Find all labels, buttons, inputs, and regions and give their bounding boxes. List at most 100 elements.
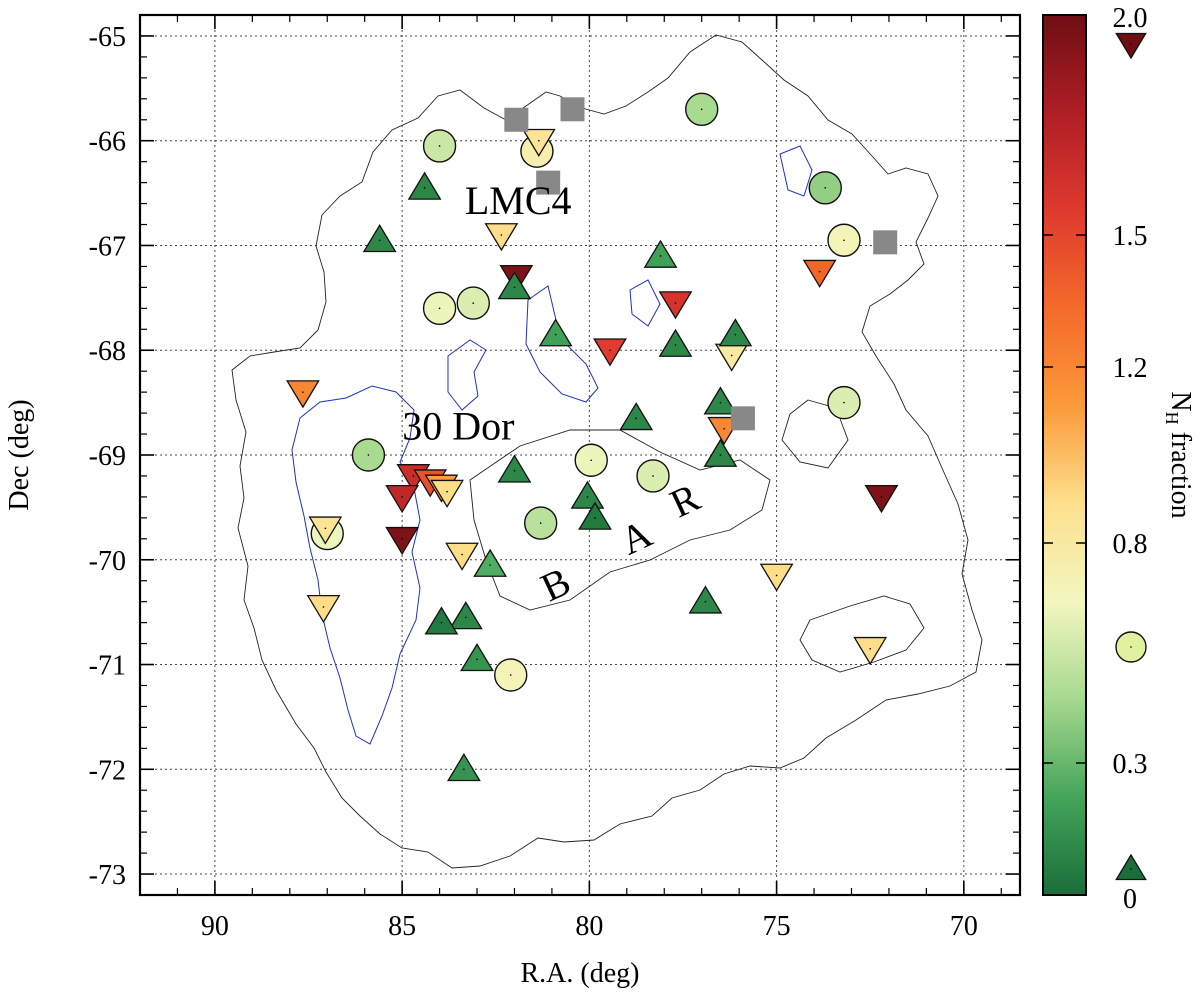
marker-center-dot bbox=[538, 139, 540, 142]
marker-center-dot bbox=[438, 145, 441, 147]
marker-center-dot bbox=[324, 527, 327, 530]
marker-center-dot bbox=[322, 606, 325, 608]
triangle-up-marker bbox=[703, 438, 738, 467]
blue-contour-bar bbox=[447, 339, 487, 411]
blue-contour-west bbox=[629, 279, 661, 327]
marker-center-dot bbox=[723, 428, 725, 430]
triangle-down-marker bbox=[306, 595, 341, 624]
marker-center-dot bbox=[423, 187, 426, 189]
legend-lower-limit-marker bbox=[1115, 853, 1147, 881]
marker-center-dot bbox=[635, 417, 637, 420]
marker-center-dot bbox=[554, 333, 557, 336]
triangle-down-marker bbox=[853, 636, 888, 666]
marker-center-dot bbox=[440, 621, 443, 624]
marker-center-dot bbox=[869, 648, 872, 650]
triangle-up-marker bbox=[578, 501, 612, 530]
marker-center-dot bbox=[302, 391, 304, 393]
y-axis-label: Dec (deg) bbox=[4, 399, 35, 510]
blue-contour-30dor bbox=[291, 385, 421, 745]
triangle-down-marker bbox=[658, 291, 693, 320]
triangle-down-marker bbox=[593, 338, 627, 367]
triangle-up-marker bbox=[473, 548, 508, 577]
lmc-contour-outer bbox=[231, 34, 983, 869]
triangle-down-marker bbox=[385, 485, 420, 514]
marker-center-dot bbox=[590, 459, 593, 462]
colorbar-label: NH fraction bbox=[1162, 391, 1196, 518]
triangle-down-marker bbox=[285, 380, 320, 409]
square-marker bbox=[730, 406, 755, 431]
triangle-down-marker bbox=[521, 128, 556, 157]
triangle-up-marker bbox=[658, 328, 693, 357]
colorbar-gradient bbox=[1042, 14, 1087, 896]
x-tick-label: 90 bbox=[201, 911, 229, 942]
annotation-label: 30 Dor bbox=[402, 403, 514, 448]
data-markers bbox=[285, 92, 899, 782]
marker-center-dot bbox=[476, 658, 478, 661]
marker-center-dot bbox=[401, 496, 403, 498]
triangle-down-marker bbox=[385, 526, 420, 556]
marker-center-dot bbox=[775, 574, 778, 577]
axis-ticks: 90 85 80 75 70 -65 -66 -67 -68 -69 -70 -71 -72 -73 bbox=[89, 15, 1020, 942]
triangle-up-marker bbox=[407, 171, 442, 200]
triangle-down-marker bbox=[445, 542, 479, 571]
triangle-up-marker bbox=[362, 223, 397, 253]
marker-center-dot bbox=[843, 239, 845, 242]
marker-center-dot bbox=[609, 349, 611, 352]
triangle-up-marker bbox=[447, 753, 481, 782]
marker-center-dot bbox=[438, 307, 441, 310]
marker-center-dot bbox=[464, 616, 467, 619]
marker-center-dot bbox=[513, 286, 516, 289]
triangle-down-marker bbox=[430, 479, 464, 508]
triangle-up-marker bbox=[718, 318, 753, 347]
triangle-up-marker bbox=[703, 386, 738, 415]
blue-contour-ridge bbox=[525, 285, 599, 403]
marker-center-dot bbox=[586, 496, 589, 498]
triangle-up-marker bbox=[497, 271, 532, 300]
marker-center-dot bbox=[461, 553, 463, 556]
marker-center-dot bbox=[674, 302, 677, 304]
x-tick-label: 80 bbox=[575, 911, 603, 942]
y-tick-label: -66 bbox=[89, 127, 126, 158]
colorbar-tick-label: 1.5 bbox=[1113, 221, 1148, 252]
y-tick-label: -71 bbox=[89, 651, 126, 682]
legend-upper-limit-marker bbox=[1115, 32, 1147, 60]
x-tick-label: 70 bbox=[950, 911, 978, 942]
marker-center-dot bbox=[378, 239, 381, 242]
marker-center-dot bbox=[818, 270, 821, 273]
colorbar-tick-label: 2.0 bbox=[1113, 3, 1148, 34]
y-tick-label: -69 bbox=[89, 441, 126, 472]
marker-center-dot bbox=[539, 522, 542, 524]
marker-center-dot bbox=[594, 517, 596, 519]
x-tick-label: 75 bbox=[763, 911, 791, 942]
marker-center-dot bbox=[700, 108, 703, 111]
square-marker bbox=[560, 97, 585, 122]
marker-center-dot bbox=[513, 469, 516, 472]
triangle-up-marker bbox=[538, 318, 573, 347]
square-marker bbox=[504, 107, 529, 132]
marker-center-dot bbox=[719, 454, 722, 456]
marker-center-dot bbox=[734, 333, 737, 336]
marker-center-dot bbox=[730, 354, 733, 357]
y-tick-label: -68 bbox=[89, 336, 126, 367]
marker-center-dot bbox=[401, 538, 403, 540]
triangle-down-marker bbox=[308, 516, 343, 545]
marker-center-dot bbox=[674, 344, 677, 346]
legend-marker-dot bbox=[1130, 43, 1132, 45]
marker-center-dot bbox=[489, 564, 491, 566]
y-tick-label: -73 bbox=[89, 860, 126, 891]
marker-center-dot bbox=[704, 600, 707, 603]
marker-center-dot bbox=[843, 401, 845, 404]
marker-center-dot bbox=[824, 187, 827, 189]
triangle-up-marker bbox=[448, 601, 483, 630]
marker-center-dot bbox=[509, 674, 512, 676]
colorbar-tick-label: 0 bbox=[1123, 884, 1137, 915]
marker-center-dot bbox=[652, 475, 654, 477]
triangle-up-marker bbox=[497, 454, 532, 483]
colorbar: 0 0.3 0.8 1.2 1.5 2.0 NH fraction bbox=[1042, 3, 1196, 915]
square-marker bbox=[873, 230, 898, 255]
annotation-label: LMC4 bbox=[465, 178, 572, 223]
marker-center-dot bbox=[659, 255, 662, 257]
